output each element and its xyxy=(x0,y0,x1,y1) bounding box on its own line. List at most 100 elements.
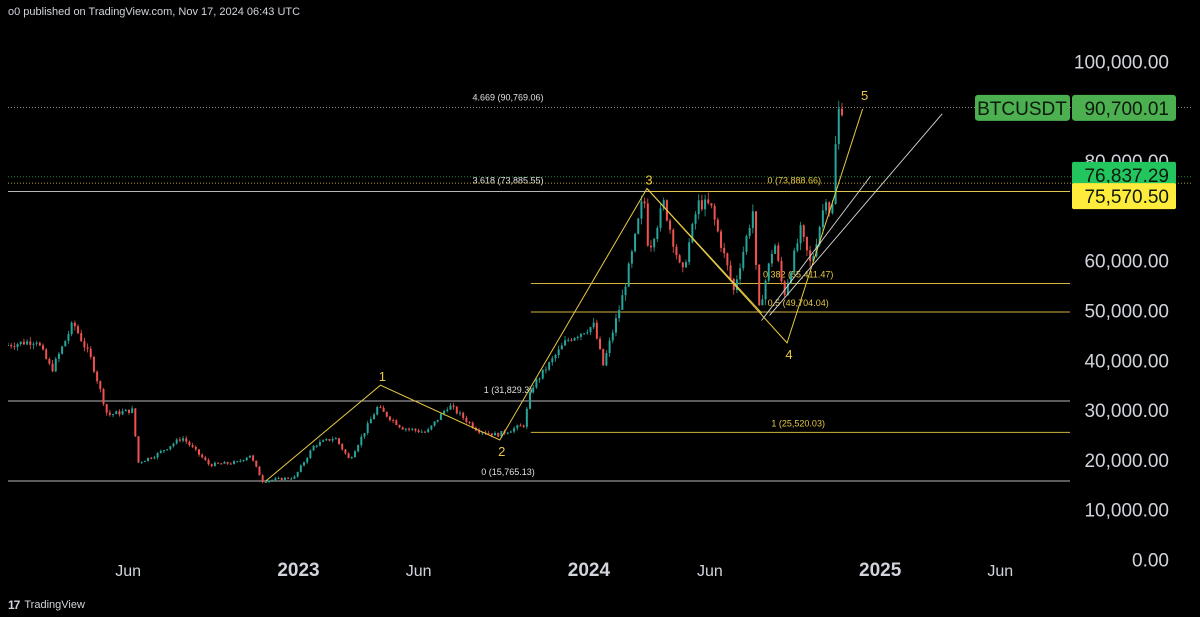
candle-body xyxy=(360,436,363,446)
candle-body xyxy=(392,420,395,422)
candle-body xyxy=(213,462,216,467)
candle-body xyxy=(29,341,32,345)
yellow-price-tag[interactable] xyxy=(1072,183,1176,210)
candle-body xyxy=(42,345,45,350)
candle-body xyxy=(704,199,707,210)
candle-body xyxy=(347,453,350,459)
price-chart[interactable]: 4.669 (90,769.06) 3.618 (73,885.55) 1 (31,… xyxy=(8,22,1192,589)
candle-body xyxy=(137,436,140,463)
candle-body xyxy=(271,479,274,481)
candle-body xyxy=(293,476,296,479)
candle-body xyxy=(735,279,738,290)
elliott-wave-path xyxy=(265,108,864,482)
candle-body xyxy=(258,466,261,476)
candle-body xyxy=(207,459,210,465)
candle-body xyxy=(790,272,793,283)
candle-body xyxy=(672,229,675,247)
y-axis-tick: 0.00 xyxy=(1132,551,1169,572)
candle-body xyxy=(576,336,579,338)
candle-body xyxy=(748,228,751,237)
tradingview-footer[interactable]: 17 TradingView xyxy=(8,598,85,612)
x-axis-tick: Jun xyxy=(115,563,141,580)
x-axis-tick: Jun xyxy=(406,563,432,580)
candle-body xyxy=(825,202,828,211)
candle-body xyxy=(726,253,729,266)
level-label: 0.5 (49,704.04) xyxy=(768,298,829,308)
candle-body xyxy=(662,200,665,209)
candle-body xyxy=(586,332,589,334)
candle-body xyxy=(831,203,834,214)
candle-body xyxy=(678,255,681,263)
candle-body xyxy=(175,439,178,444)
symbol-tag[interactable] xyxy=(975,94,1070,121)
candle-body xyxy=(366,423,369,434)
candle-body xyxy=(564,340,567,346)
last-price-text: 90,700.01 xyxy=(1084,99,1169,120)
candle-body xyxy=(449,405,452,410)
candle-body xyxy=(8,344,9,346)
candle-body xyxy=(105,404,108,413)
candle-body xyxy=(242,460,245,462)
candle-body xyxy=(802,225,805,237)
candle-body xyxy=(812,256,815,262)
candle-body xyxy=(700,200,703,210)
candle-body xyxy=(427,429,430,433)
level-label: 3.618 (73,885.55) xyxy=(472,176,543,186)
level-label: 0 (73,888.66) xyxy=(767,176,821,186)
candle-body xyxy=(124,409,127,412)
tradingview-logo-icon: 17 xyxy=(8,598,20,612)
candle-body xyxy=(166,449,169,451)
candle-body xyxy=(529,392,532,409)
candle-body xyxy=(201,454,204,458)
candle-body xyxy=(299,465,302,472)
candle-body xyxy=(544,369,547,371)
candle-body xyxy=(127,409,130,413)
chart-panel[interactable]: 4.669 (90,769.06) 3.618 (73,885.55) 1 (31,… xyxy=(8,22,1192,589)
candle-body xyxy=(742,251,745,269)
candle-body xyxy=(828,202,831,214)
candle-body xyxy=(363,433,366,437)
candle-body xyxy=(541,369,544,379)
candle-body xyxy=(385,411,388,417)
candle-body xyxy=(783,281,786,295)
candle-body xyxy=(140,461,143,463)
candle-body xyxy=(22,341,25,345)
candle-body xyxy=(675,246,678,256)
candle-body xyxy=(382,407,385,412)
candle-body xyxy=(767,263,770,281)
candle-body xyxy=(325,439,328,441)
candle-body xyxy=(567,339,570,341)
candle-body xyxy=(821,210,824,228)
green-price-tag[interactable] xyxy=(1072,161,1176,188)
candle-body xyxy=(10,344,13,347)
candle-body xyxy=(239,460,242,462)
candle-body xyxy=(70,322,73,335)
wave-3-4-line xyxy=(646,188,762,314)
candle-body xyxy=(414,428,417,431)
candle-body xyxy=(255,460,258,467)
candle-body xyxy=(350,457,353,459)
published-caption: o0 published on TradingView.com, Nov 17,… xyxy=(8,6,301,18)
candle-body xyxy=(204,457,207,460)
last-price-tag[interactable] xyxy=(1072,94,1176,121)
candle-body xyxy=(513,428,516,432)
candle-body xyxy=(430,425,433,430)
candle-body xyxy=(322,440,325,442)
y-axis-tick: 60,000.00 xyxy=(1084,252,1169,273)
candle-body xyxy=(589,327,592,333)
candle-body xyxy=(252,455,255,461)
candle-body xyxy=(694,214,697,224)
candle-body xyxy=(522,425,525,427)
candle-body xyxy=(287,477,290,479)
y-axis-tick: 50,000.00 xyxy=(1084,302,1169,323)
candle-body xyxy=(745,236,748,252)
candle-body xyxy=(551,358,554,363)
candle-body xyxy=(640,201,643,219)
candle-body xyxy=(634,233,637,252)
candle-body xyxy=(509,431,512,433)
candle-body xyxy=(162,450,165,452)
candle-body xyxy=(264,481,267,483)
candle-body xyxy=(557,349,560,355)
candle-body xyxy=(220,463,223,465)
candle-body xyxy=(226,461,229,464)
